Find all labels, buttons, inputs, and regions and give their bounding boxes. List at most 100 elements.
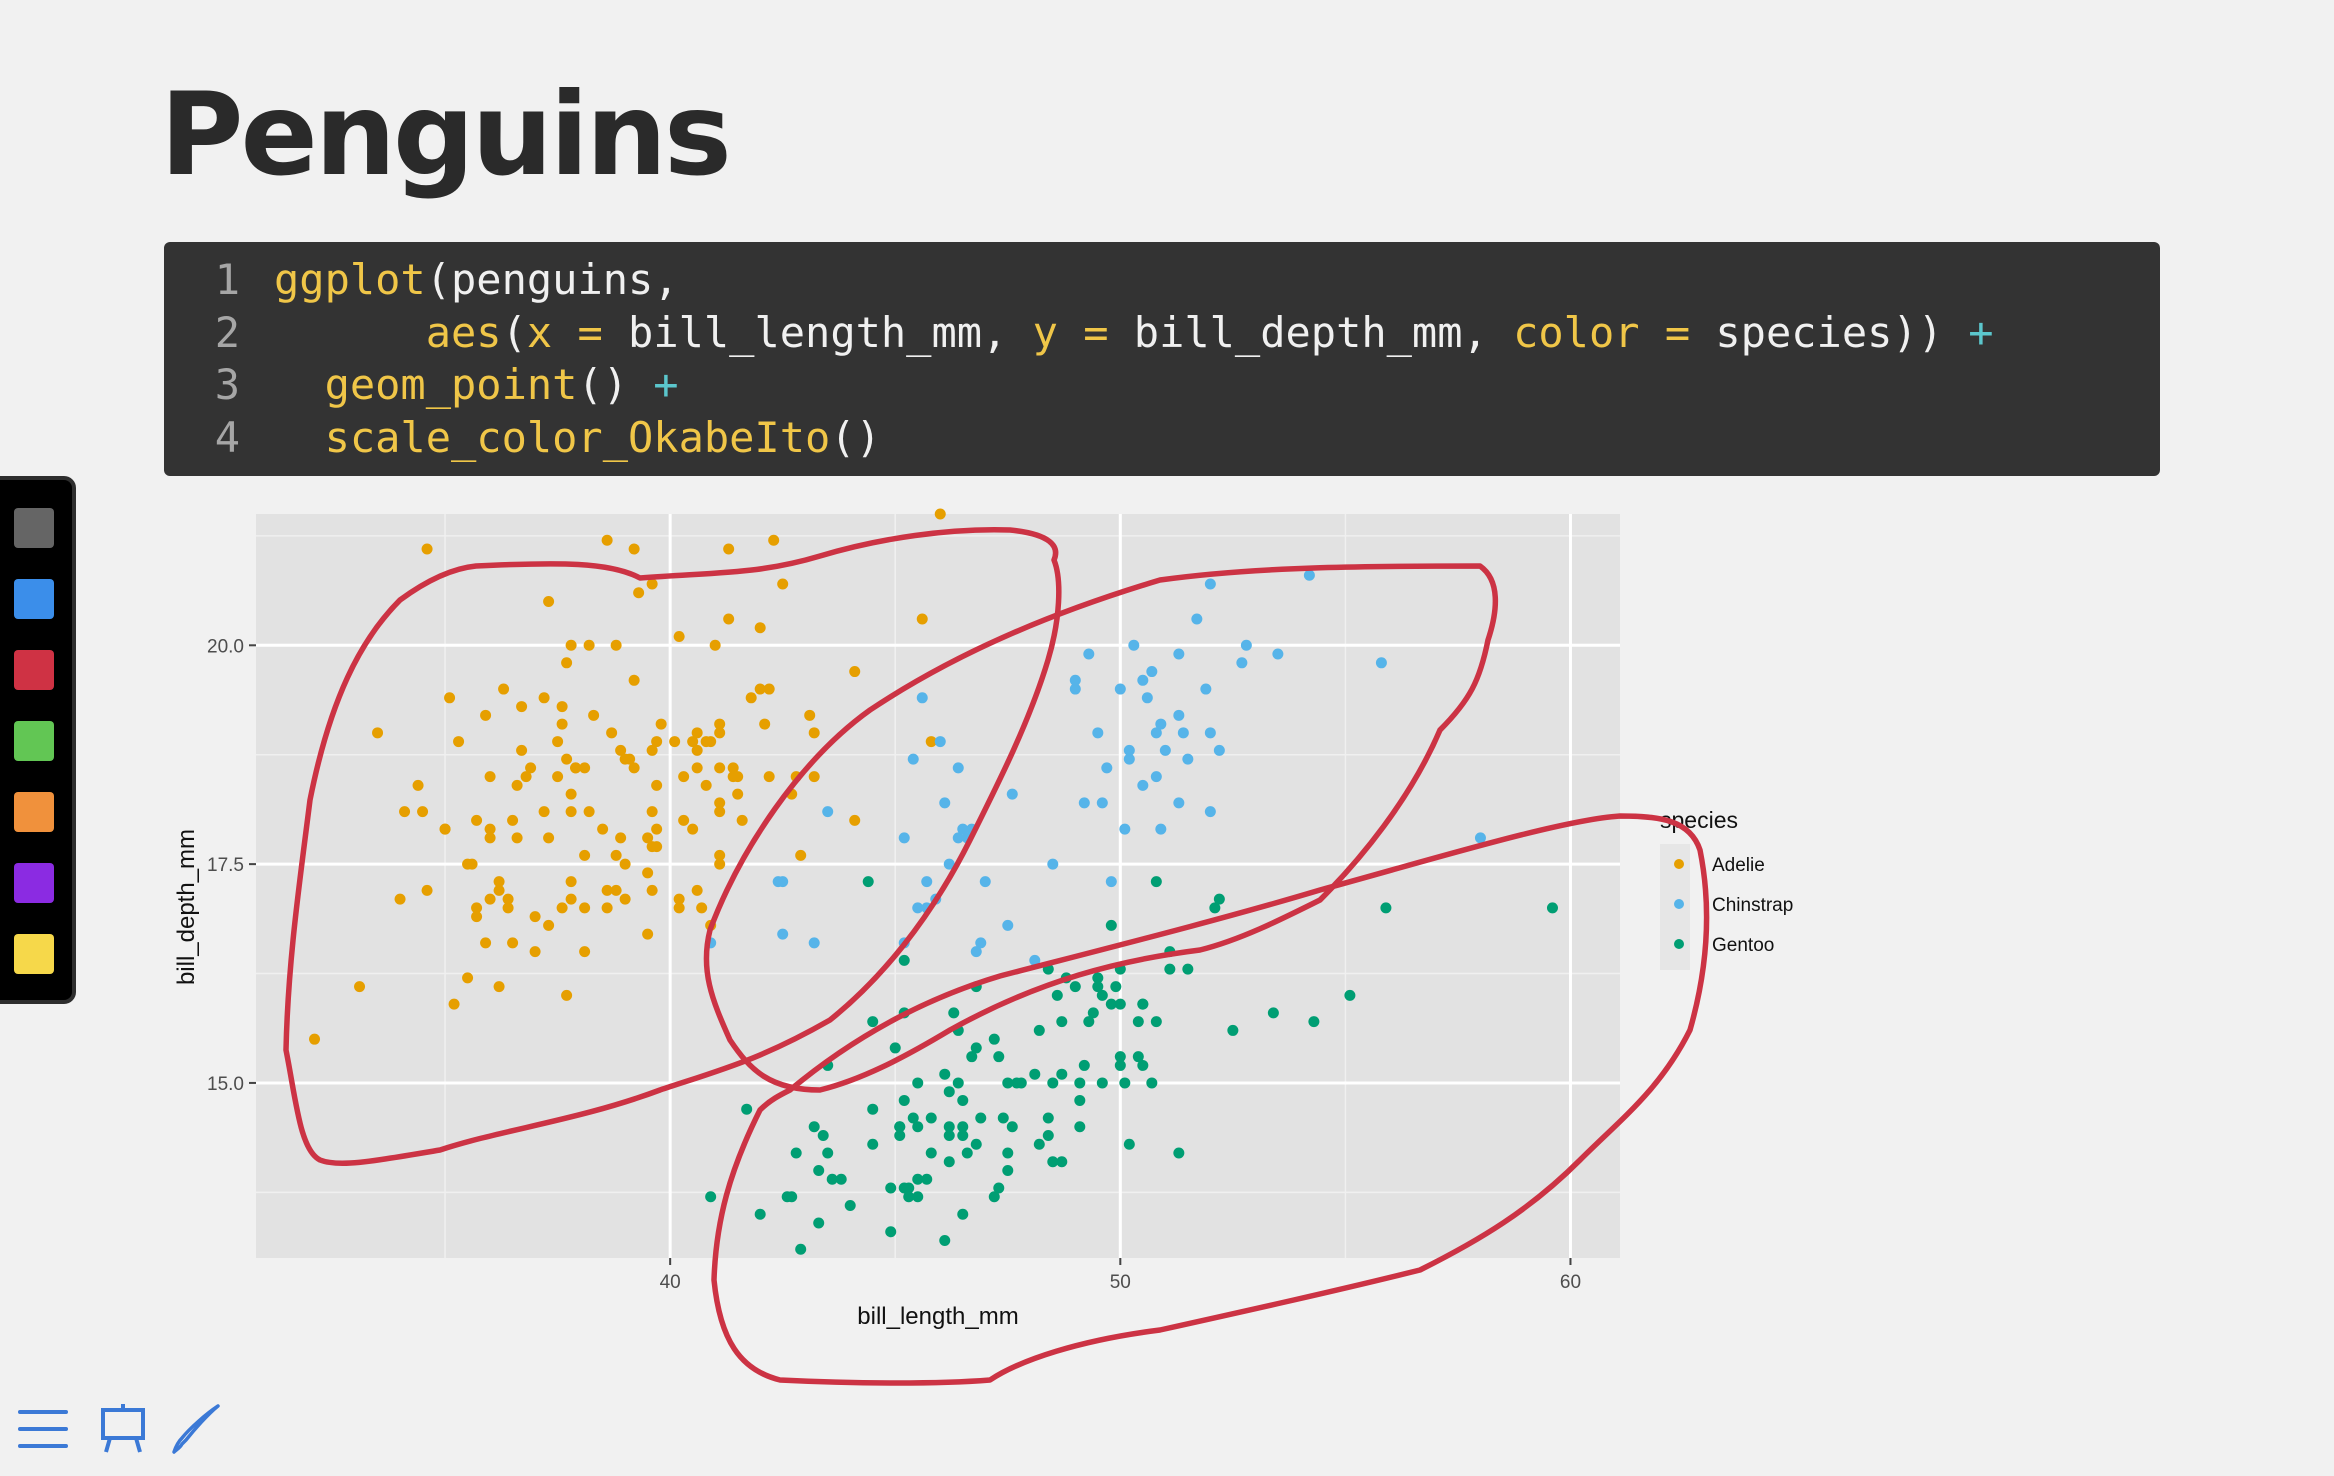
data-point	[1241, 640, 1252, 651]
data-point	[557, 719, 568, 730]
data-point	[1173, 649, 1184, 660]
data-point	[755, 1209, 766, 1220]
data-point	[1106, 876, 1117, 887]
data-point	[417, 806, 428, 817]
data-point	[822, 806, 833, 817]
data-point	[1083, 649, 1094, 660]
data-point	[1182, 964, 1193, 975]
data-point	[926, 1147, 937, 1158]
data-point	[422, 544, 433, 555]
data-point	[953, 1077, 964, 1088]
legend-key	[1674, 939, 1684, 949]
data-point	[1155, 824, 1166, 835]
data-point	[795, 1244, 806, 1255]
data-point	[566, 640, 577, 651]
data-point	[485, 771, 496, 782]
data-point	[1182, 754, 1193, 765]
data-point	[1007, 789, 1018, 800]
data-point	[584, 806, 595, 817]
data-point	[1344, 990, 1355, 1001]
data-point	[1115, 1051, 1126, 1062]
data-point	[498, 684, 509, 695]
data-point	[611, 850, 622, 861]
data-point	[1119, 1077, 1130, 1088]
data-point	[516, 745, 527, 756]
data-point	[710, 640, 721, 651]
data-point	[822, 1147, 833, 1158]
data-point	[1034, 1139, 1045, 1150]
data-point	[777, 579, 788, 590]
data-point	[687, 824, 698, 835]
data-point	[503, 894, 514, 905]
data-point	[1056, 1016, 1067, 1027]
data-point	[579, 850, 590, 861]
data-point	[1092, 727, 1103, 738]
data-point	[678, 771, 689, 782]
data-point	[530, 946, 541, 957]
data-point	[1236, 657, 1247, 668]
data-point	[818, 1130, 829, 1141]
pen-icon[interactable]	[172, 1404, 222, 1454]
data-point	[422, 885, 433, 896]
data-point	[755, 622, 766, 633]
data-point	[1106, 920, 1117, 931]
data-point	[867, 1016, 878, 1027]
data-point	[1124, 754, 1135, 765]
data-point	[449, 999, 460, 1010]
data-point	[1547, 902, 1558, 913]
data-point	[980, 876, 991, 887]
data-point	[1034, 1025, 1045, 1036]
data-point	[971, 1042, 982, 1053]
data-point	[1047, 1156, 1058, 1167]
data-point	[723, 614, 734, 625]
data-point	[557, 902, 568, 913]
data-point	[912, 1121, 923, 1132]
data-point	[1119, 824, 1130, 835]
y-tick-label: 17.5	[207, 855, 244, 876]
data-point	[462, 972, 473, 983]
data-point	[944, 1130, 955, 1141]
data-point	[1137, 1060, 1148, 1071]
data-point	[561, 657, 572, 668]
data-point	[1380, 902, 1391, 913]
data-point	[935, 736, 946, 747]
data-point	[579, 902, 590, 913]
data-point	[1043, 1130, 1054, 1141]
data-point	[485, 894, 496, 905]
x-axis-title: bill_length_mm	[857, 1303, 1018, 1330]
data-point	[1092, 981, 1103, 992]
data-point	[953, 762, 964, 773]
legend-label: Gentoo	[1712, 935, 1774, 956]
menu-icon[interactable]	[18, 1404, 68, 1454]
data-point	[1308, 1016, 1319, 1027]
data-point	[809, 727, 820, 738]
data-point	[908, 754, 919, 765]
data-point	[714, 719, 725, 730]
data-point	[309, 1034, 320, 1045]
data-point	[1376, 657, 1387, 668]
data-point	[1002, 1165, 1013, 1176]
data-point	[629, 762, 640, 773]
data-point	[1043, 1112, 1054, 1123]
x-tick-label: 60	[1560, 1272, 1581, 1293]
data-point	[1142, 692, 1153, 703]
data-point	[737, 815, 748, 826]
easel-icon[interactable]	[98, 1404, 148, 1454]
data-point	[1007, 1121, 1018, 1132]
data-point	[1056, 1069, 1067, 1080]
data-point	[962, 1147, 973, 1158]
y-tick-label: 15.0	[207, 1074, 244, 1095]
data-point	[1173, 1147, 1184, 1158]
data-point	[651, 841, 662, 852]
data-point	[1200, 684, 1211, 695]
data-point	[795, 850, 806, 861]
data-point	[692, 727, 703, 738]
data-point	[989, 1034, 1000, 1045]
data-point	[620, 754, 631, 765]
data-point	[701, 780, 712, 791]
data-point	[543, 596, 554, 607]
data-point	[597, 824, 608, 835]
data-point	[1205, 727, 1216, 738]
data-point	[1133, 1016, 1144, 1027]
data-point	[917, 614, 928, 625]
